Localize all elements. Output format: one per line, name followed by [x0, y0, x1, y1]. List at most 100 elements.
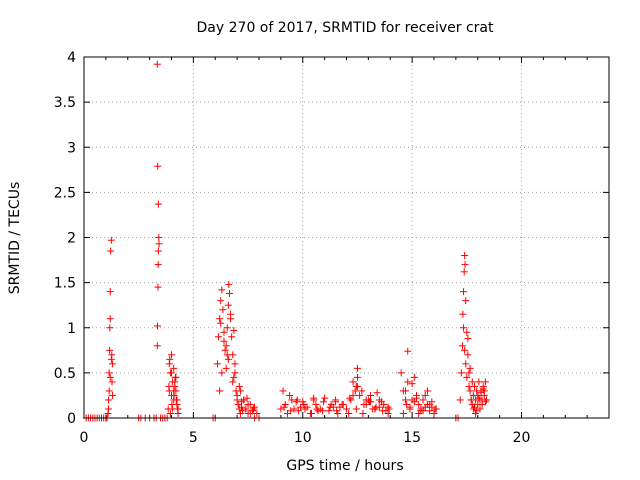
- data-point: [170, 391, 178, 399]
- data-point: [347, 396, 355, 404]
- data-point: [243, 394, 251, 402]
- data-point: [358, 387, 366, 395]
- data-point: [107, 236, 115, 244]
- data-point: [465, 369, 473, 377]
- data-point: [280, 403, 288, 411]
- data-point: [244, 400, 252, 408]
- data-point: [228, 333, 236, 341]
- data-point: [290, 405, 298, 413]
- data-point: [218, 286, 226, 294]
- y-tick-label: 2.5: [54, 185, 76, 201]
- data-point: [153, 342, 161, 350]
- data-point: [170, 364, 178, 372]
- data-point: [166, 409, 174, 417]
- data-point: [419, 396, 427, 404]
- data-points: [82, 60, 490, 422]
- data-point: [428, 403, 436, 411]
- data-point: [168, 400, 176, 408]
- data-point: [367, 391, 375, 399]
- data-point: [154, 247, 162, 255]
- data-point: [108, 378, 116, 386]
- data-point: [463, 373, 471, 381]
- data-point: [153, 60, 161, 68]
- data-point: [251, 403, 259, 411]
- y-tick-label: 3: [67, 140, 76, 156]
- data-point: [385, 405, 393, 413]
- data-point: [239, 407, 247, 415]
- data-point: [384, 409, 392, 417]
- data-point: [301, 405, 309, 413]
- data-point: [410, 373, 418, 381]
- data-point: [476, 405, 484, 413]
- data-point: [250, 405, 258, 413]
- data-point: [375, 396, 383, 404]
- data-point: [402, 396, 410, 404]
- data-point: [423, 387, 431, 395]
- data-point: [218, 369, 226, 377]
- data-point: [216, 387, 224, 395]
- data-point: [373, 389, 381, 397]
- data-point: [154, 200, 162, 208]
- y-tick-label: 3.5: [54, 95, 76, 111]
- data-point: [310, 394, 318, 402]
- data-point: [460, 324, 468, 332]
- data-point: [105, 396, 112, 404]
- data-point: [353, 364, 361, 372]
- data-point: [384, 403, 392, 411]
- data-point: [458, 342, 466, 350]
- data-point: [168, 351, 175, 359]
- data-point: [320, 398, 328, 406]
- data-point: [108, 360, 116, 368]
- data-point: [155, 240, 163, 248]
- data-point: [461, 261, 469, 269]
- data-point: [351, 387, 359, 395]
- data-point: [220, 337, 228, 345]
- data-point: [233, 391, 241, 399]
- data-point: [220, 328, 228, 336]
- data-point: [221, 346, 229, 354]
- data-point: [105, 369, 113, 377]
- data-point: [171, 378, 179, 386]
- data-point: [106, 288, 114, 296]
- data-point: [293, 396, 301, 404]
- data-point: [219, 306, 227, 314]
- data-point: [431, 405, 439, 413]
- x-axis-label: GPS time / hours: [286, 458, 403, 474]
- data-point: [464, 335, 472, 343]
- data-point: [352, 405, 360, 413]
- data-point: [469, 405, 477, 413]
- data-point: [356, 391, 364, 399]
- data-point: [215, 333, 223, 341]
- data-point: [321, 394, 329, 402]
- data-point: [481, 378, 489, 386]
- plot-frame: [83, 56, 610, 419]
- data-point: [213, 360, 221, 368]
- data-point: [174, 405, 182, 413]
- data-point: [242, 405, 250, 413]
- data-point: [108, 391, 116, 399]
- data-point: [223, 351, 231, 359]
- data-point: [236, 387, 244, 395]
- data-point: [462, 360, 470, 368]
- data-point: [421, 391, 429, 399]
- data-point: [287, 407, 295, 415]
- data-point: [349, 378, 357, 386]
- data-point: [463, 328, 471, 336]
- data-point: [462, 297, 470, 305]
- data-point: [475, 394, 483, 402]
- data-point: [461, 252, 469, 260]
- data-point: [464, 351, 472, 359]
- data-point: [154, 283, 162, 291]
- data-point: [466, 364, 474, 372]
- data-point: [461, 346, 469, 354]
- data-point: [353, 373, 361, 381]
- data-point: [352, 382, 360, 390]
- data-point: [223, 324, 231, 332]
- data-point: [231, 369, 239, 377]
- data-point: [413, 394, 420, 402]
- data-point: [286, 391, 294, 399]
- data-point: [346, 394, 354, 402]
- data-point: [460, 288, 468, 296]
- data-point: [404, 378, 412, 386]
- x-tick-label: 0: [80, 430, 89, 446]
